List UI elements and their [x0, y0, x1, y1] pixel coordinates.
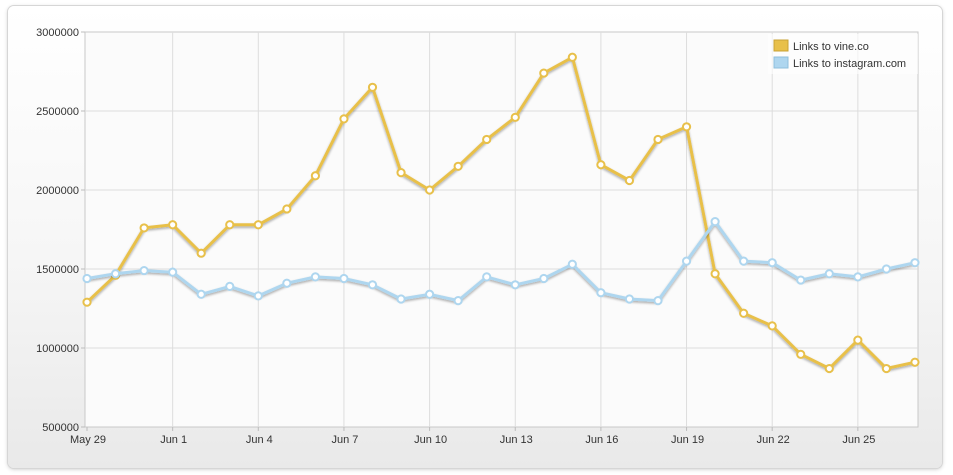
x-tick-label: Jun 25 — [842, 434, 875, 446]
data-point-vine[interactable] — [139, 223, 149, 233]
legend-swatch-vine — [773, 39, 789, 52]
data-point-instagram[interactable] — [853, 272, 863, 282]
data-point-instagram[interactable] — [824, 269, 834, 279]
y-tick-label: 1000000 — [36, 343, 79, 355]
data-point-vine[interactable] — [596, 160, 606, 170]
data-point-instagram[interactable] — [482, 272, 492, 282]
data-point-vine[interactable] — [681, 122, 692, 132]
data-point-vine[interactable] — [796, 349, 806, 359]
series-line-instagram — [85, 220, 917, 303]
data-point-vine[interactable] — [168, 220, 178, 230]
plot-area — [84, 31, 919, 428]
data-point-instagram[interactable] — [139, 265, 149, 276]
y-axis: 3000000 2500000 2000000 1500000 1000000 50000… — [36, 27, 85, 434]
data-point-vine[interactable] — [767, 321, 777, 331]
data-point-instagram[interactable] — [539, 273, 549, 284]
data-point-vine[interactable] — [339, 114, 349, 124]
data-point-instagram[interactable] — [225, 281, 235, 291]
x-axis: May 29 Jun 1 Jun 4 Jun 7 Jun 10 Jun 13 Jun 16 J… — [70, 427, 875, 446]
data-point-instagram[interactable] — [453, 296, 463, 306]
x-tick-label: Jun 10 — [414, 434, 447, 446]
data-point-instagram[interactable] — [196, 289, 206, 299]
data-point-instagram[interactable] — [710, 217, 720, 227]
legend-label-instagram: Links to instagram.com — [793, 58, 906, 70]
data-point-vine[interactable] — [253, 220, 263, 230]
x-tick-label: Jun 19 — [671, 434, 704, 446]
y-tick-label: 2000000 — [36, 185, 79, 197]
x-tick-label: Jun 13 — [500, 434, 533, 446]
data-point-vine[interactable] — [396, 168, 406, 178]
legend: Links to vine.co Links to instagram.com — [768, 34, 918, 74]
data-point-vine[interactable] — [510, 112, 520, 122]
x-tick-label: Jun 4 — [246, 434, 273, 446]
data-point-vine[interactable] — [624, 175, 635, 186]
data-point-vine[interactable] — [910, 357, 920, 367]
data-point-vine[interactable] — [453, 161, 463, 171]
data-point-instagram[interactable] — [510, 280, 520, 290]
data-point-instagram[interactable] — [681, 256, 692, 266]
data-point-instagram[interactable] — [110, 269, 121, 279]
x-tick-label: Jun 16 — [585, 434, 618, 446]
data-point-instagram[interactable] — [767, 258, 777, 268]
x-tick-label: Jun 7 — [331, 434, 358, 446]
data-point-vine[interactable] — [567, 52, 577, 62]
data-point-instagram[interactable] — [425, 289, 435, 299]
data-point-instagram[interactable] — [367, 280, 378, 290]
data-point-vine[interactable] — [482, 134, 492, 145]
data-point-instagram[interactable] — [310, 272, 320, 282]
data-point-instagram[interactable] — [396, 294, 406, 304]
data-point-vine[interactable] — [710, 269, 720, 279]
data-point-instagram[interactable] — [653, 296, 663, 306]
data-point-vine[interactable] — [367, 82, 378, 92]
y-tick-label: 1500000 — [36, 264, 79, 276]
data-point-instagram[interactable] — [796, 275, 806, 285]
data-point-vine[interactable] — [739, 308, 749, 318]
data-point-vine[interactable] — [82, 297, 92, 307]
data-point-instagram[interactable] — [253, 291, 263, 301]
data-point-instagram[interactable] — [739, 256, 749, 266]
x-tick-label: Jun 22 — [757, 434, 790, 446]
data-point-vine[interactable] — [853, 335, 863, 345]
legend-label-vine: Links to vine.co — [793, 41, 869, 53]
x-tick-label: Jun 1 — [160, 434, 187, 446]
data-point-vine[interactable] — [653, 134, 663, 145]
data-point-vine[interactable] — [310, 171, 320, 181]
y-tick-label: 3000000 — [36, 27, 79, 39]
data-point-vine[interactable] — [881, 363, 892, 374]
data-point-instagram[interactable] — [567, 259, 577, 269]
grid-lines — [85, 32, 918, 427]
data-point-vine[interactable] — [225, 220, 235, 230]
data-point-instagram[interactable] — [82, 273, 92, 284]
data-point-instagram[interactable] — [881, 264, 892, 274]
legend-box — [768, 34, 918, 74]
chart-panel: 3000000 2500000 2000000 1500000 1000000 50000… — [8, 6, 942, 468]
data-point-vine[interactable] — [282, 204, 292, 214]
data-point-instagram[interactable] — [624, 294, 635, 304]
data-point-instagram[interactable] — [596, 288, 606, 298]
legend-swatch-instagram — [773, 56, 789, 69]
data-point-instagram[interactable] — [168, 267, 178, 277]
y-tick-label: 500000 — [42, 422, 79, 434]
line-chart: 3000000 2500000 2000000 1500000 1000000 50000… — [36, 27, 920, 446]
data-point-vine[interactable] — [539, 68, 549, 78]
x-tick-label: May 29 — [70, 434, 106, 446]
data-point-instagram[interactable] — [910, 258, 920, 268]
series-layer — [82, 52, 920, 374]
data-point-vine[interactable] — [425, 185, 435, 195]
data-point-instagram[interactable] — [282, 278, 292, 288]
y-tick-label: 2500000 — [36, 106, 79, 118]
data-point-instagram[interactable] — [339, 273, 349, 284]
data-point-vine[interactable] — [824, 363, 834, 374]
series-line-vine — [85, 55, 917, 370]
data-point-vine[interactable] — [196, 248, 206, 258]
